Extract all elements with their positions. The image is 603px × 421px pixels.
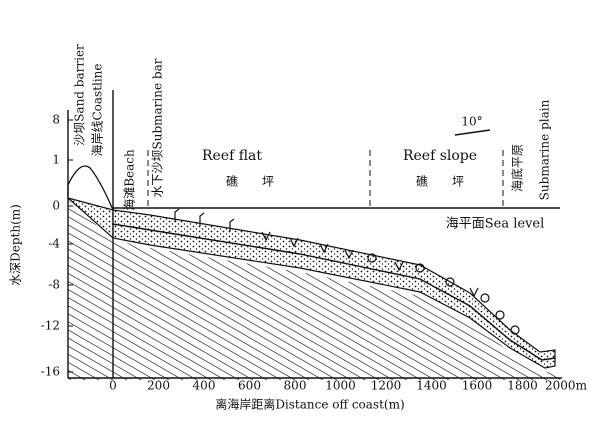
y-tick-label: -12 (41, 319, 60, 333)
x-tick-label: 200 (147, 379, 170, 393)
y-tick-label: -8 (48, 278, 60, 292)
coral-symbols (174, 208, 520, 335)
x-tick-label: 1800 (507, 379, 538, 393)
y-tick-label: 0 (52, 199, 60, 213)
zone-label: 海岸线Coastline (90, 63, 105, 156)
zone-label: 礁 坪 (416, 174, 464, 189)
sand-barrier (67, 165, 115, 211)
zone-label: 水下沙坝Submarine bar (151, 58, 165, 197)
angle-label: 10° (461, 115, 482, 129)
x-axis-label: 离海岸距离Distance off coast(m) (215, 397, 404, 412)
zone-label: Reef flat (202, 148, 262, 164)
x-tick-label: 1400 (416, 379, 447, 393)
y-tick-label: 1 (52, 153, 60, 167)
y-tick-label: -16 (41, 365, 60, 379)
angle-line (454, 129, 491, 136)
y-axis-label: 水深Depth(m) (9, 204, 23, 286)
zone-label: Reef slope (403, 148, 477, 164)
x-tick-label: 1600 (462, 379, 493, 393)
zone-label: 礁 坪 (226, 174, 274, 189)
x-tick-label: 0 (109, 379, 117, 393)
x-tick-label: 1000 (325, 379, 356, 393)
layer-line (112, 223, 556, 361)
zone-label: 海底平原 (510, 144, 525, 192)
x-tick-label: 400 (193, 379, 216, 393)
sea-level-label: 海平面Sea level (446, 217, 545, 232)
x-tick-label: 1200 (371, 379, 402, 393)
y-tick-label: -4 (48, 237, 60, 251)
x-tick-label: 2000m (545, 379, 588, 393)
zone-label: Submarine plain (538, 99, 552, 200)
zone-label: 海滩Beach (122, 149, 137, 211)
x-tick-label: 600 (238, 379, 261, 393)
x-tick-label: 800 (284, 379, 307, 393)
y-tick-label: 8 (52, 113, 60, 127)
zone-label: 沙坝Sand barrier (73, 44, 87, 146)
bedrock (68, 200, 560, 380)
